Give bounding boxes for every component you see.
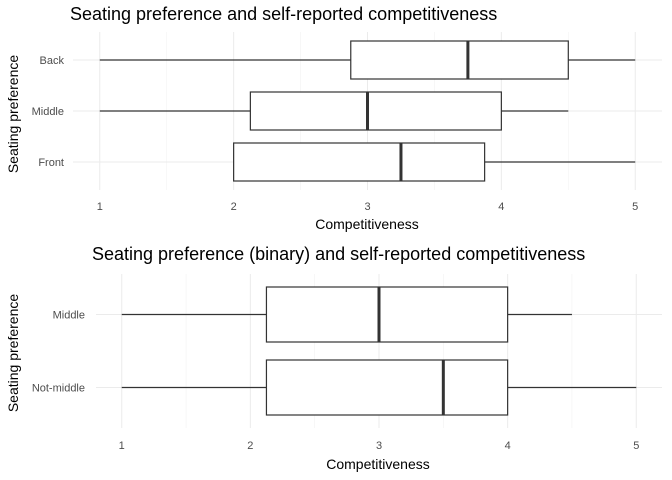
x-tick-labels: 1 2 3 4 5	[97, 201, 639, 213]
x-tick-label: 3	[364, 201, 370, 213]
x-tick-label: 3	[376, 440, 382, 452]
y-tick-label: Front	[38, 157, 64, 169]
x-tick-labels: 1 2 3 4 5	[119, 440, 640, 452]
boxplot-middle	[99, 91, 569, 131]
y-tick-label: Not-middle	[32, 383, 85, 395]
x-tick-label: 5	[633, 440, 639, 452]
x-tick-label: 5	[632, 201, 638, 213]
x-axis-title: Competitiveness	[315, 216, 419, 232]
y-tick-label: Middle	[53, 310, 85, 322]
chart-panel-seating: Seating preference and self-reported com…	[5, 4, 662, 232]
boxplot-front	[233, 142, 636, 182]
y-tick-labels: Back Middle Front	[32, 55, 65, 169]
box-iqr	[350, 40, 569, 80]
boxplot-middle	[121, 286, 572, 343]
y-tick-label: Middle	[32, 106, 64, 118]
boxplot-series	[99, 40, 636, 182]
y-axis-title: Seating preference	[5, 294, 21, 413]
y-tick-label: Back	[40, 55, 65, 67]
y-axis-title: Seating preference	[5, 55, 21, 174]
x-tick-label: 1	[97, 201, 103, 213]
x-axis-title: Competitiveness	[326, 456, 430, 472]
x-tick-label: 2	[231, 201, 237, 213]
chart-title: Seating preference (binary) and self-rep…	[92, 244, 585, 264]
chart-title: Seating preference and self-reported com…	[70, 4, 497, 24]
boxplot-series	[121, 286, 637, 416]
chart-panel-seating-binary: Seating preference (binary) and self-rep…	[5, 244, 662, 472]
boxplot-not-middle	[121, 359, 637, 416]
box-iqr	[233, 142, 486, 182]
box-iqr	[265, 359, 509, 416]
x-tick-label: 2	[247, 440, 253, 452]
x-tick-label: 4	[505, 440, 511, 452]
x-tick-label: 1	[119, 440, 125, 452]
boxplot-back	[99, 40, 636, 80]
x-tick-label: 4	[498, 201, 504, 213]
box-iqr	[249, 91, 502, 131]
y-tick-labels: Middle Not-middle	[32, 310, 85, 395]
box-iqr	[265, 286, 509, 343]
